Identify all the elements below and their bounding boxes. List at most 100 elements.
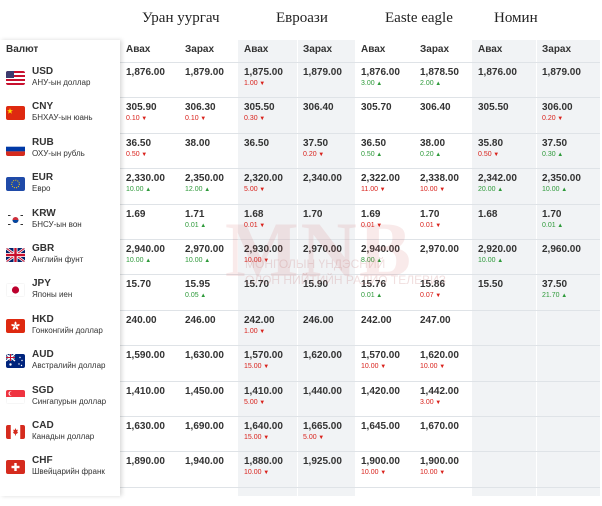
rate-change: 0.20 ▼ xyxy=(542,115,563,122)
sell-header: Зарах xyxy=(542,44,572,55)
sell-header: Зарах xyxy=(303,44,333,55)
rate-change: 5.00 ▼ xyxy=(244,399,265,406)
buy-rate: 2,320.00 xyxy=(244,173,283,185)
currency-row: JPY Японы иен xyxy=(0,275,120,310)
rate-change: 0.01 ▲ xyxy=(542,222,563,229)
change-value: 5.00 xyxy=(303,434,317,441)
buy-rate: 242.00 xyxy=(361,314,392,326)
sell-rate: 1,665.00 xyxy=(303,421,342,432)
arrow-down-icon: ▼ xyxy=(139,151,148,158)
currency-code: HKD xyxy=(32,314,54,325)
sell-rate: 1,879.00 xyxy=(185,67,224,78)
sell-rate: 2,960.00 xyxy=(542,244,581,255)
sell-rate: 1.71 xyxy=(185,208,205,220)
kr-flag-icon xyxy=(6,213,25,227)
sell-rate: 15.86 xyxy=(420,279,446,291)
currency-row: RUB ОХУ-ын рубль xyxy=(0,134,120,169)
change-value: 10.00 xyxy=(478,257,496,264)
rate-change: 15.00 ▼ xyxy=(244,363,269,370)
bank-column: Авах Зарах 1,876.00 1,879.00 305.50 306.00 0.2… xyxy=(472,40,600,496)
arrow-down-icon: ▼ xyxy=(433,222,442,229)
change-value: 3.00 xyxy=(420,398,434,406)
arrow-down-icon: ▼ xyxy=(378,364,387,371)
arrow-up-icon: ▲ xyxy=(559,293,568,300)
arrow-down-icon: ▼ xyxy=(378,187,386,194)
sell-rate: 2,970.00 xyxy=(420,244,459,255)
rate-change: 0.10 ▼ xyxy=(185,115,206,122)
buy-header: Авах xyxy=(244,44,269,55)
arrow-down-icon: ▼ xyxy=(257,187,266,194)
change-value: 10.00 xyxy=(244,257,262,264)
sell-rate: 38.00 xyxy=(420,137,446,149)
arrow-down-icon: ▼ xyxy=(261,435,270,441)
change-value: 0.07 xyxy=(420,292,434,300)
rate-change: 0.01 ▲ xyxy=(185,222,206,229)
currency-name: Швейцарийн франк xyxy=(32,467,105,476)
arrow-up-icon: ▲ xyxy=(202,258,211,264)
row-divider xyxy=(0,97,600,98)
buy-rate: 1.69 xyxy=(126,208,146,220)
arrow-down-icon: ▼ xyxy=(433,399,442,406)
buy-rate: 2,940.00 xyxy=(361,244,400,255)
currency-name: Австралийн доллар xyxy=(32,361,106,370)
currency-row: CHF Швейцарийн франк xyxy=(0,452,120,487)
rate-change: 10.00 ▼ xyxy=(361,469,386,476)
bank-header: Уран уургач Евроази Easte eagle Номин xyxy=(0,0,602,40)
buy-rate: 305.90 xyxy=(126,102,157,114)
change-value: 15.00 xyxy=(244,363,262,371)
sell-rate: 2,350.00 xyxy=(542,173,581,185)
sell-rate: 1,878.50 xyxy=(420,67,459,78)
rate-change: 10.00 ▲ xyxy=(126,186,151,193)
sell-rate: 246.00 xyxy=(303,314,334,326)
column-separator xyxy=(297,40,298,496)
sell-rate: 1,620.00 xyxy=(420,350,459,362)
arrow-down-icon: ▼ xyxy=(257,81,266,87)
arrow-up-icon: ▲ xyxy=(495,258,504,264)
buy-header: Авах xyxy=(126,44,151,55)
currency-name: Канадын доллар xyxy=(32,432,95,441)
currency-name: БНХАУ-ын юань xyxy=(32,113,93,122)
rates-table: Авах Зарах 1,876.00 1,879.00 305.90 0.10 ▼ 306… xyxy=(0,40,602,496)
row-divider xyxy=(0,381,600,382)
currency-name: БНСУ-ын вон xyxy=(32,220,82,229)
currency-code: AUD xyxy=(32,349,54,360)
rate-change: 0.20 ▲ xyxy=(420,151,441,158)
currency-row: SGD Сингапурын доллар xyxy=(0,382,120,417)
sell-rate: 1,442.00 xyxy=(420,385,459,397)
change-value: 10.00 xyxy=(244,469,262,477)
arrow-up-icon: ▲ xyxy=(198,222,207,229)
change-value: 0.10 xyxy=(126,115,140,123)
rate-change: 21.70 ▲ xyxy=(542,292,567,299)
currency-code: CAD xyxy=(32,420,54,431)
buy-rate: 1.68 xyxy=(478,208,498,220)
sell-rate: 306.40 xyxy=(303,102,334,114)
arrow-up-icon: ▲ xyxy=(555,151,564,158)
change-value: 0.01 xyxy=(185,221,199,229)
rate-change: 0.50 ▼ xyxy=(478,151,499,158)
rate-change: 10.00 ▼ xyxy=(420,469,445,476)
buy-rate: 1,880.00 xyxy=(244,456,283,468)
buy-rate: 2,930.00 xyxy=(244,244,283,255)
arrow-up-icon: ▲ xyxy=(433,151,442,158)
change-value: 10.00 xyxy=(361,363,379,371)
change-value: 11.00 xyxy=(361,186,378,194)
buy-rate: 15.76 xyxy=(361,279,387,291)
sell-rate: 2,340.00 xyxy=(303,173,342,185)
row-divider xyxy=(0,62,600,63)
sell-rate: 37.50 xyxy=(542,137,568,149)
rate-change: 3.00 ▼ xyxy=(420,399,441,406)
buy-rate: 1.69 xyxy=(361,208,381,220)
buy-rate: 305.50 xyxy=(244,102,275,114)
buy-rate: 2,940.00 xyxy=(126,244,165,255)
currency-row: CNY БНХАУ-ын юань xyxy=(0,98,120,133)
eu-flag-icon xyxy=(6,177,25,191)
buy-rate: 35.80 xyxy=(478,137,504,149)
change-value: 10.00 xyxy=(126,257,144,264)
buy-header: Авах xyxy=(361,44,386,55)
currency-row: AUD Австралийн доллар xyxy=(0,346,120,381)
rate-change: 10.00 ▲ xyxy=(185,257,210,264)
row-divider xyxy=(0,239,600,240)
change-value: 0.01 xyxy=(244,221,258,229)
sell-rate: 306.30 xyxy=(185,102,216,114)
currency-name: Гонконгийн доллар xyxy=(32,326,103,335)
